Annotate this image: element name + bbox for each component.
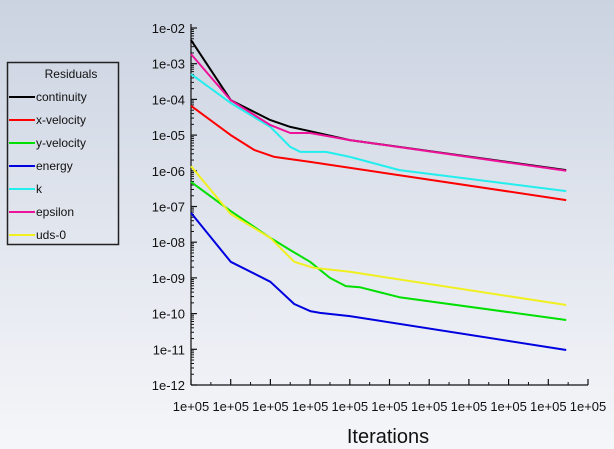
legend-item-epsilon[interactable]: epsilon — [9, 205, 74, 219]
legend-label: k — [36, 182, 43, 196]
legend-label: energy — [36, 159, 73, 173]
legend-item-k[interactable]: k — [9, 182, 43, 196]
legend-title: Residuals — [45, 67, 98, 81]
y-tick-label: 1e-02 — [152, 21, 185, 36]
legend-item-uds-0[interactable]: uds-0 — [9, 228, 66, 242]
y-tick-label: 1e-10 — [152, 307, 185, 322]
y-tick-label: 1e-03 — [152, 57, 185, 72]
x-tick-label: 1e+05 — [332, 399, 369, 414]
legend-label: y-velocity — [36, 136, 86, 150]
y-tick-label: 1e-04 — [152, 92, 185, 107]
legend-label: continuity — [36, 90, 87, 104]
y-tick-label: 1e-05 — [152, 128, 185, 143]
x-tick-label: 1e+05 — [490, 399, 527, 414]
legend[interactable]: Residuals continuity x-velocity y-velocity… — [6, 61, 120, 246]
y-tick-label: 1e-07 — [152, 200, 185, 215]
series-line-energy — [190, 212, 567, 351]
legend-label: uds-0 — [36, 228, 66, 242]
legend-item-continuity[interactable]: continuity — [9, 90, 87, 104]
legend-item-x-velocity[interactable]: x-velocity — [9, 113, 86, 127]
axes: 1e-02 1e-03 1e-04 1e-05 1e-06 1e-07 1e-08 1e-09… — [152, 21, 607, 414]
series-line-epsilon — [190, 53, 567, 172]
y-tick-label: 1e-06 — [152, 164, 185, 179]
x-tick-label: 1e+05 — [173, 399, 210, 414]
x-tick-label: 1e+05 — [411, 399, 448, 414]
x-tick-label: 1e+05 — [451, 399, 488, 414]
series-line-continuity — [190, 39, 567, 172]
x-tick-label: 1e+05 — [371, 399, 408, 414]
legend-item-y-velocity[interactable]: y-velocity — [9, 136, 86, 150]
series-line-x-velocity — [190, 104, 567, 202]
x-tick-label: 1e+05 — [252, 399, 289, 414]
series-line-y-velocity — [190, 181, 567, 321]
y-tick-label: 1e-09 — [152, 271, 185, 286]
legend-item-energy[interactable]: energy — [9, 159, 73, 173]
legend-label: epsilon — [36, 205, 74, 219]
x-tick-label: 1e+05 — [530, 399, 567, 414]
legend-label: x-velocity — [36, 113, 86, 127]
y-tick-label: 1e-12 — [152, 378, 185, 393]
series-line-k — [190, 73, 567, 193]
x-axis-title: Iterations — [347, 426, 429, 448]
series-line-uds-0 — [190, 165, 567, 306]
y-tick-label: 1e-08 — [152, 235, 185, 250]
x-tick-label: 1e+05 — [212, 399, 249, 414]
y-tick-label: 1e-11 — [153, 342, 185, 357]
legend-box — [6, 61, 120, 246]
series-layer — [190, 39, 567, 351]
x-tick-label: 1e+05 — [292, 399, 329, 414]
x-tick-label: 1e+05 — [570, 399, 607, 414]
